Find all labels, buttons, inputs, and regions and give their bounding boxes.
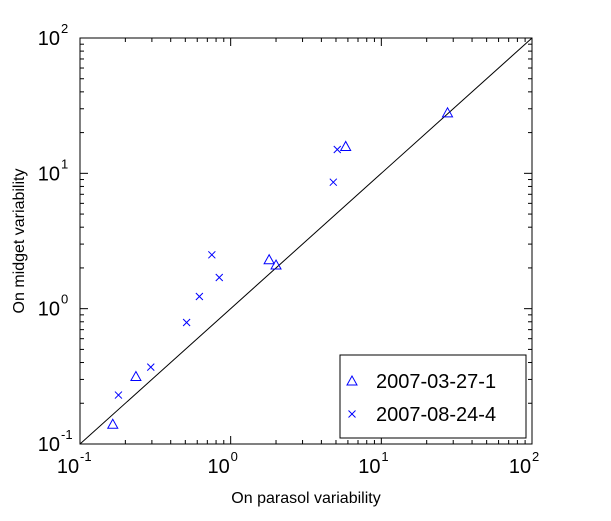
y-tick-label-exponent: 1 [61, 156, 68, 171]
y-tick-label: 10 1 [38, 156, 68, 185]
x-marker-stroke [207, 250, 216, 259]
y-tick-label-exponent: 2 [61, 21, 68, 36]
y-tick-label-base: 10 [38, 299, 60, 321]
x-tick-label-base: 10 [208, 456, 230, 478]
x-marker-stroke [329, 178, 338, 187]
points-layer [106, 106, 454, 429]
x-marker-stroke [114, 391, 123, 399]
y-tick-label-exponent: 0 [61, 292, 68, 307]
x-tick-label-exponent: 2 [532, 449, 539, 464]
x-tick-label-exponent: -1 [80, 449, 92, 464]
data-point-x [146, 363, 155, 371]
legend-label-x: 2007-08-24-4 [376, 404, 496, 426]
data-point-x [329, 178, 338, 187]
y-tick-label-base: 10 [38, 28, 60, 50]
data-point-triangle [339, 140, 352, 151]
x-tick-label: 10 0 [208, 449, 238, 478]
x-marker-stroke [146, 363, 155, 371]
x-tick-label-exponent: 1 [381, 449, 388, 464]
x-tick-label-base: 10 [57, 456, 79, 478]
y-tick-label: 10 2 [38, 21, 68, 50]
tick-labels-layer: 10 -1 10 0 10 1 10 210 -110 010 110 2 [38, 21, 539, 478]
legend-marker-triangle [346, 374, 358, 386]
y-axis-label: On midget variability [11, 169, 28, 314]
legend-box [339, 354, 527, 439]
y-tick-label-base: 10 [38, 434, 60, 456]
data-point-triangle [263, 253, 275, 265]
x-marker-stroke [182, 318, 191, 327]
x-tick-label: 10 -1 [57, 449, 92, 478]
legend: 2007-03-27-1 2007-08-24-4 [339, 354, 527, 439]
y-tick-label-base: 10 [38, 163, 60, 185]
x-marker-stroke [348, 410, 356, 418]
data-point-triangle [441, 106, 454, 118]
data-point-triangle [130, 370, 142, 382]
legend-markers [346, 374, 358, 418]
legend-label-triangle: 2007-03-27-1 [376, 371, 496, 393]
x-tick-label-base: 10 [358, 456, 380, 478]
data-point-triangle [270, 259, 282, 270]
x-axis-label: On parasol variability [231, 490, 380, 507]
x-tick-label: 10 1 [358, 449, 388, 478]
identity-reference-line [79, 37, 533, 445]
data-point-x [333, 145, 342, 154]
x-marker-stroke [333, 145, 342, 154]
data-point-x [207, 250, 216, 259]
data-point-x [114, 391, 123, 399]
data-point-x [195, 292, 204, 301]
x-tick-label: 10 2 [509, 449, 539, 478]
plot-frame [79, 37, 533, 445]
data-point-x [182, 318, 191, 327]
data-point-x [215, 273, 224, 282]
y-tick-label: 10 -1 [38, 427, 73, 456]
x-marker-stroke [195, 292, 204, 301]
data-point-triangle [106, 418, 119, 429]
x-tick-label-base: 10 [509, 456, 531, 478]
x-tick-label-exponent: 0 [231, 449, 238, 464]
legend-marker-x [348, 410, 356, 418]
y-tick-label-exponent: -1 [61, 427, 73, 442]
x-marker-stroke [215, 273, 224, 282]
y-tick-label: 10 0 [38, 292, 68, 321]
